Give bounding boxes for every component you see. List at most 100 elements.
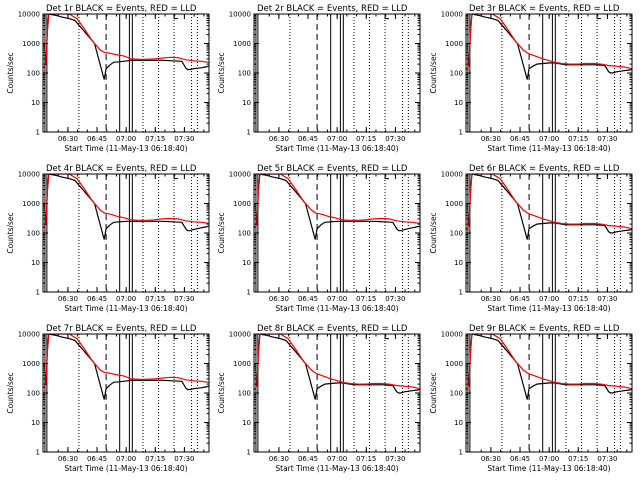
series-lld-line (466, 334, 632, 390)
x-tick-label: 06:45 (298, 135, 318, 143)
series-group (43, 174, 209, 240)
detector-panel-9: Det 9r BLACK = Events, RED = LLD 1 10 100 10… (429, 324, 633, 473)
plot-frame (253, 13, 421, 133)
plot-frame (42, 13, 210, 133)
y-tick-label: 10000 (229, 331, 251, 339)
x-tick-label: 06:45 (510, 455, 530, 463)
y-axis-label: Counts/sec (217, 212, 226, 253)
y-tick-label: 1000 (233, 40, 251, 48)
series-lld-line (254, 174, 420, 229)
y-tick-label: 1 (36, 449, 40, 457)
y-tick-label: 10000 (229, 171, 251, 179)
series-events-line (43, 334, 209, 400)
y-tick-label: 100 (238, 230, 251, 238)
y-axis-label: Counts/sec (217, 372, 226, 413)
y-tick-label: 1 (36, 129, 40, 137)
x-tick-label: 07:30 (385, 135, 405, 143)
x-axis-label: Start Time (11-May-13 06:18:40) (64, 144, 187, 153)
x-tick-label: 07:00 (539, 135, 559, 143)
y-tick-label: 100 (238, 70, 251, 78)
x-tick-label: 06:30 (481, 455, 501, 463)
x-axis-label: Start Time (11-May-13 06:18:40) (487, 144, 610, 153)
plot-frame (465, 173, 633, 293)
x-axis-label: Start Time (11-May-13 06:18:40) (275, 304, 398, 313)
y-tick-label: 100 (238, 390, 251, 398)
vertical-lines (255, 174, 409, 292)
panel-title: Det 1r BLACK = Events, RED = LLD (46, 4, 197, 14)
series-events-line (43, 14, 209, 80)
x-tick-label: 07:00 (116, 295, 136, 303)
y-tick-label: 1 (459, 289, 463, 297)
y-tick-label: 10 (31, 99, 40, 107)
y-tick-label: 10 (242, 259, 251, 267)
saa-marker (384, 174, 389, 180)
x-tick-label: 07:00 (327, 295, 347, 303)
x-tick-label: 07:15 (145, 135, 165, 143)
x-tick-label: 07:15 (568, 455, 588, 463)
detector-panel-1: Det 1r BLACK = Events, RED = LLD 1 10 100 10… (6, 4, 210, 153)
y-tick-label: 10 (31, 419, 40, 427)
detector-panel-4: Det 4r BLACK = Events, RED = LLD 1 10 100 10… (6, 164, 210, 313)
x-tick-label: 07:00 (327, 135, 347, 143)
y-tick-label: 10 (454, 259, 463, 267)
x-tick-label: 07:30 (597, 135, 617, 143)
panel-title: Det 7r BLACK = Events, RED = LLD (46, 324, 197, 334)
x-axis-label: Start Time (11-May-13 06:18:40) (275, 464, 398, 473)
vertical-lines (255, 14, 409, 132)
y-tick-label: 100 (27, 70, 40, 78)
saa-marker (596, 334, 601, 340)
x-tick-label: 06:45 (510, 295, 530, 303)
x-axis-label: Start Time (11-May-13 06:18:40) (487, 464, 610, 473)
x-tick-label: 06:45 (87, 455, 107, 463)
y-tick-label: 1000 (22, 200, 40, 208)
y-tick-label: 1000 (233, 200, 251, 208)
vertical-lines (467, 174, 621, 292)
panel-title: Det 2r BLACK = Events, RED = LLD (257, 4, 408, 14)
detector-panel-3: Det 3r BLACK = Events, RED = LLD 1 10 100 10… (429, 4, 633, 153)
y-tick-label: 1000 (22, 360, 40, 368)
panel-title: Det 9r BLACK = Events, RED = LLD (469, 324, 620, 334)
saa-marker (596, 174, 601, 180)
x-tick-label: 07:30 (174, 455, 194, 463)
x-tick-label: 07:15 (356, 295, 376, 303)
y-axis-label: Counts/sec (6, 212, 15, 253)
x-tick-label: 06:30 (269, 295, 289, 303)
y-tick-label: 10000 (441, 171, 463, 179)
series-events-line (254, 334, 420, 400)
x-tick-label: 07:15 (145, 295, 165, 303)
x-tick-label: 07:30 (385, 455, 405, 463)
y-tick-label: 1000 (445, 360, 463, 368)
y-tick-label: 10000 (441, 11, 463, 19)
x-tick-label: 06:45 (298, 295, 318, 303)
saa-marker (384, 334, 389, 340)
vertical-lines (44, 334, 198, 452)
series-lld-line (254, 334, 420, 390)
plot-frame (42, 333, 210, 453)
saa-marker (596, 14, 601, 20)
x-tick-label: 07:30 (597, 455, 617, 463)
y-tick-label: 1000 (445, 40, 463, 48)
y-tick-label: 100 (450, 390, 463, 398)
y-tick-label: 10000 (229, 11, 251, 19)
x-tick-label: 07:00 (116, 135, 136, 143)
x-tick-label: 07:15 (145, 455, 165, 463)
x-tick-label: 06:45 (510, 135, 530, 143)
x-tick-label: 07:15 (356, 455, 376, 463)
detector-panel-6: Det 6r BLACK = Events, RED = LLD 1 10 100 10… (429, 164, 633, 313)
series-group (466, 174, 632, 240)
series-events-line (466, 174, 632, 240)
y-axis-label: Counts/sec (429, 212, 438, 253)
series-events-line (466, 14, 632, 80)
y-tick-label: 100 (450, 230, 463, 238)
x-axis-label: Start Time (11-May-13 06:18:40) (64, 464, 187, 473)
y-tick-label: 10000 (441, 331, 463, 339)
y-tick-label: 10000 (18, 11, 40, 19)
x-tick-label: 06:45 (87, 135, 107, 143)
y-axis-label: Counts/sec (217, 52, 226, 93)
y-tick-label: 10 (242, 99, 251, 107)
series-group (254, 174, 420, 240)
panel-title: Det 8r BLACK = Events, RED = LLD (257, 324, 408, 334)
y-tick-label: 1000 (233, 360, 251, 368)
x-axis-label: Start Time (11-May-13 06:18:40) (275, 144, 398, 153)
